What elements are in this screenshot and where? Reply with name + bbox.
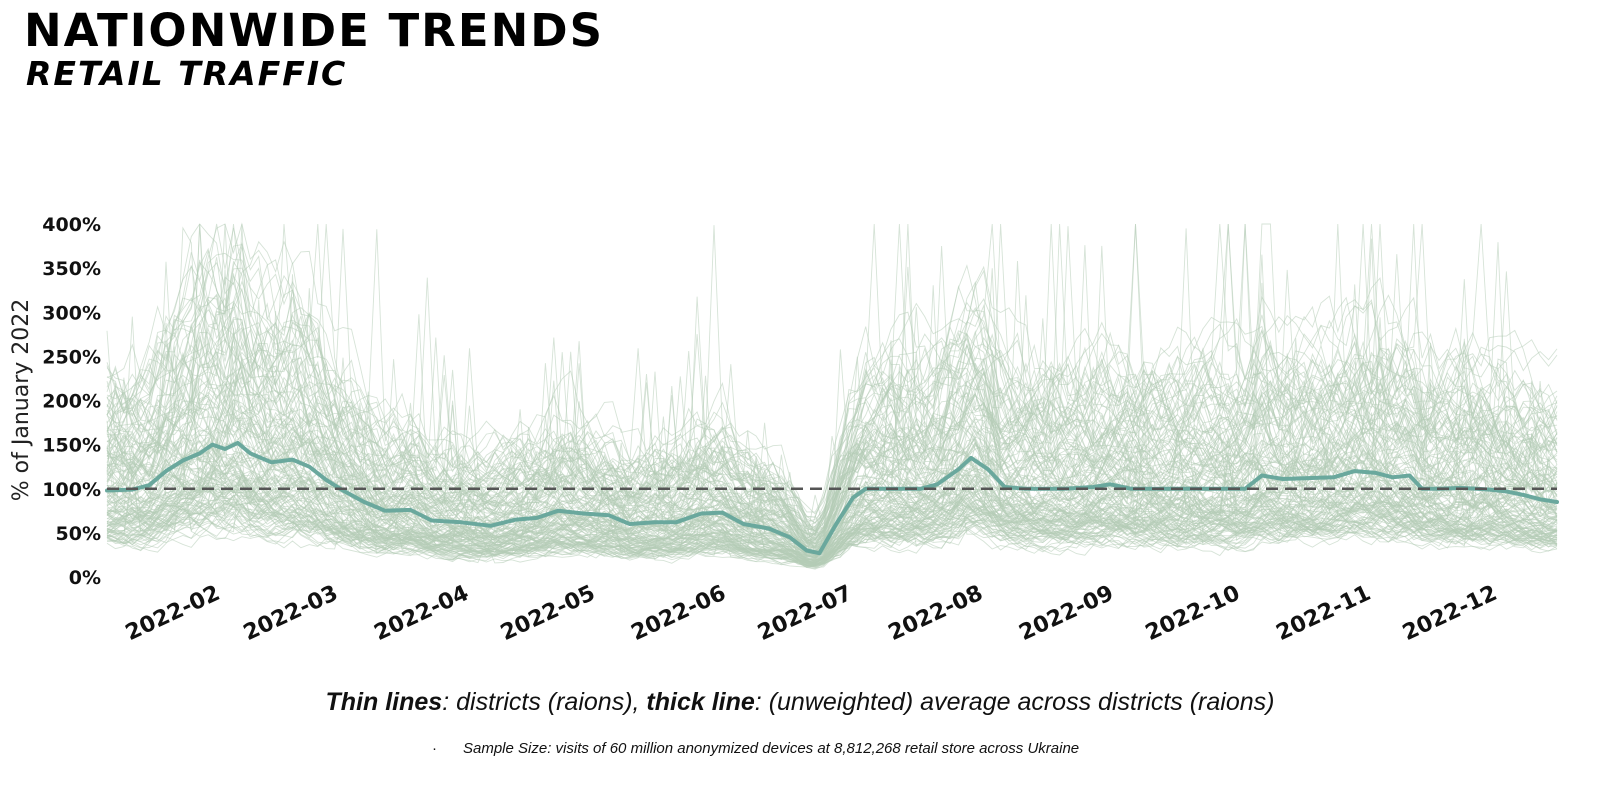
- y-tick-label: 350%: [42, 258, 101, 280]
- district-line: [106, 254, 1558, 541]
- district-lines: [106, 222, 1558, 570]
- district-line: [106, 223, 1558, 535]
- district-line: [106, 495, 1558, 565]
- y-axis: 0% 50% 100% 150% 200% 250% 300% 350% 400%: [42, 214, 101, 589]
- y-tick-label: 100%: [42, 479, 101, 501]
- bullet-glyph: ·: [432, 740, 437, 757]
- district-line: [106, 228, 1558, 533]
- thin-lines-label: Thin lines: [325, 688, 443, 716]
- thick-line-text: : (unweighted) average across districts …: [754, 688, 1275, 716]
- district-line: [106, 412, 1558, 561]
- y-tick-label: 200%: [42, 391, 101, 413]
- x-tick-label: 2022-04: [371, 581, 473, 646]
- chart-subtitle: RETAIL TRAFFIC: [26, 54, 348, 93]
- x-tick-label: 2022-11: [1273, 581, 1375, 646]
- district-line: [106, 406, 1558, 562]
- district-line: [106, 280, 1558, 536]
- district-line: [106, 449, 1558, 561]
- y-tick-label: 0%: [69, 567, 101, 589]
- district-line: [106, 358, 1558, 554]
- district-line: [106, 508, 1558, 567]
- district-line: [106, 240, 1558, 518]
- district-line: [106, 488, 1558, 563]
- thick-line-label: thick line: [646, 688, 755, 716]
- x-tick-label: 2022-07: [754, 581, 856, 646]
- district-line: [106, 388, 1558, 565]
- district-line: [106, 223, 1558, 530]
- average-line-group: [105, 440, 1559, 556]
- sample-size-text: Sample Size: visits of 60 million anonym…: [463, 740, 1080, 757]
- x-tick-label: 2022-08: [885, 581, 987, 646]
- x-tick-label: 2022-06: [628, 581, 730, 646]
- average-line: [105, 440, 1559, 556]
- district-line: [106, 265, 1558, 536]
- district-line: [106, 502, 1558, 565]
- district-line: [106, 391, 1558, 562]
- y-tick-label: 50%: [56, 523, 101, 545]
- x-tick-label: 2022-10: [1142, 581, 1244, 646]
- x-tick-label: 2022-09: [1015, 581, 1117, 646]
- district-line: [106, 223, 1558, 542]
- y-tick-label: 250%: [42, 346, 101, 368]
- district-line: [106, 287, 1558, 518]
- x-axis: 2022-02 2022-03 2022-04 2022-05 2022-06 2022-…: [122, 581, 1501, 646]
- district-line: [106, 435, 1558, 561]
- district-line: [106, 475, 1558, 567]
- x-tick-label: 2022-12: [1399, 581, 1501, 646]
- district-line: [106, 261, 1558, 547]
- y-axis-label: % of January 2022: [9, 299, 34, 501]
- thin-lines-text: : districts (raions),: [442, 688, 647, 716]
- x-tick-label: 2022-02: [122, 581, 224, 646]
- district-line: [106, 377, 1558, 562]
- y-tick-label: 400%: [42, 214, 101, 236]
- district-line: [106, 316, 1558, 549]
- legend-note: Thin lines: districts (raions), thick li…: [0, 688, 1600, 717]
- y-tick-label: 300%: [42, 302, 101, 324]
- x-tick-label: 2022-03: [240, 581, 342, 646]
- district-line: [106, 463, 1558, 563]
- line-chart: 0% 50% 100% 150% 200% 250% 300% 350% 400% 2022-0…: [9, 214, 1559, 646]
- chart-title: NATIONWIDE TRENDS: [24, 4, 604, 57]
- district-line: [106, 285, 1558, 548]
- y-tick-label: 150%: [42, 435, 101, 457]
- x-tick-label: 2022-05: [497, 581, 599, 646]
- sample-size-note: · Sample Size: visits of 60 million anony…: [432, 740, 1079, 757]
